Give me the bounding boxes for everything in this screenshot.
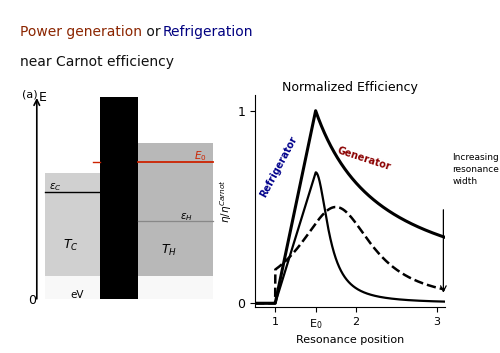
Bar xyxy=(100,97,138,299)
Text: Increasing
resonance
width: Increasing resonance width xyxy=(452,153,500,186)
X-axis label: Resonance position: Resonance position xyxy=(296,335,404,345)
Text: $\varepsilon_C$: $\varepsilon_C$ xyxy=(50,181,62,193)
Text: near Carnot efficiency: near Carnot efficiency xyxy=(20,55,174,69)
Text: or: or xyxy=(142,25,166,39)
Text: Refrigeration: Refrigeration xyxy=(162,25,253,39)
Title: Normalized Efficiency: Normalized Efficiency xyxy=(282,81,418,94)
Text: $E_0$: $E_0$ xyxy=(194,149,207,163)
Text: Power generation: Power generation xyxy=(20,25,142,39)
Text: 0: 0 xyxy=(28,294,36,307)
Text: $T_C$: $T_C$ xyxy=(62,238,78,253)
Text: $\varepsilon_H$: $\varepsilon_H$ xyxy=(180,211,192,223)
Text: eV: eV xyxy=(70,290,84,300)
Text: Refrigerator: Refrigerator xyxy=(258,134,299,199)
Text: Generator: Generator xyxy=(336,145,392,172)
Text: E: E xyxy=(39,91,47,103)
Bar xyxy=(134,276,213,299)
Y-axis label: $\eta/\eta^{Carnot}$: $\eta/\eta^{Carnot}$ xyxy=(218,179,234,223)
Text: (a): (a) xyxy=(22,89,38,100)
Bar xyxy=(45,173,108,299)
Text: $T_H$: $T_H$ xyxy=(161,243,177,258)
Bar xyxy=(134,143,213,299)
Bar xyxy=(45,276,108,299)
